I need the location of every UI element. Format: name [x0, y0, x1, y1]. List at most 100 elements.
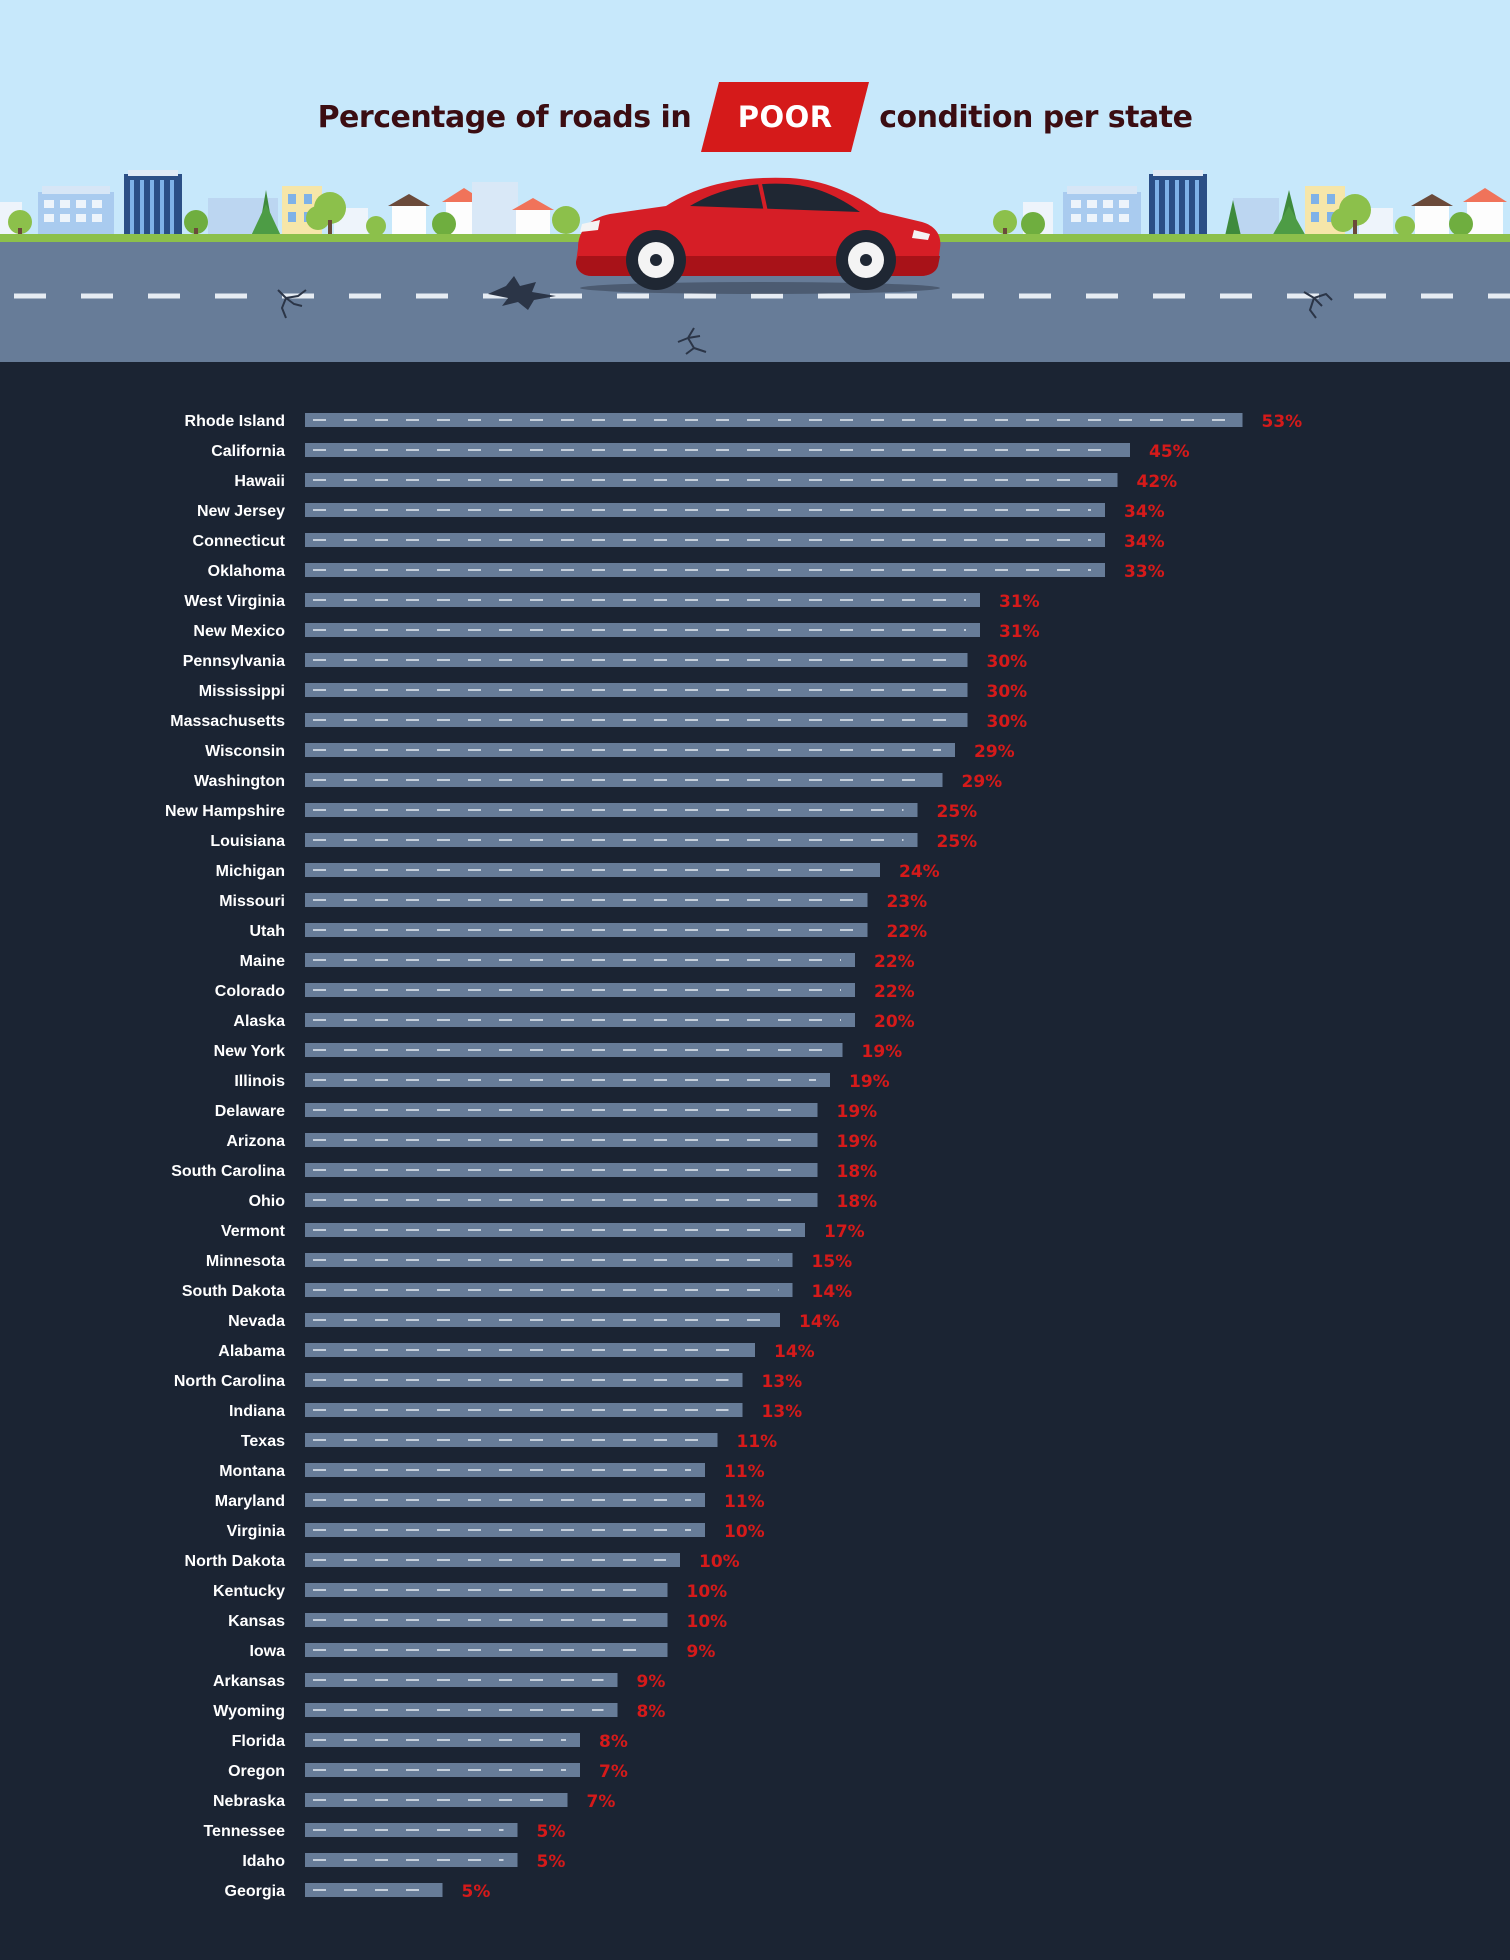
header-scene [0, 0, 1510, 362]
state-label: Colorado [215, 983, 285, 1000]
state-label: Arkansas [213, 1673, 285, 1690]
bar [305, 1013, 855, 1027]
state-label: Alabama [218, 1343, 285, 1360]
state-label: Vermont [221, 1223, 286, 1240]
bar [305, 1403, 743, 1417]
value-label: 42% [1137, 472, 1178, 492]
bar-row: New Hampshire 25% [165, 802, 977, 822]
state-label: South Dakota [182, 1283, 285, 1300]
state-label: Washington [194, 773, 285, 790]
city-skyline-right [993, 170, 1507, 238]
bar-row: Oklahoma 33% [208, 562, 1165, 582]
bar-row: Indiana 13% [229, 1402, 802, 1422]
bar-row: Wisconsin 29% [205, 742, 1015, 762]
state-label: Missouri [219, 893, 285, 910]
bar-row: Nebraska 7% [213, 1792, 615, 1812]
state-label: Utah [249, 923, 285, 940]
bar-row: Arizona 19% [226, 1132, 877, 1152]
bar [305, 593, 980, 607]
state-label: Minnesota [206, 1253, 285, 1270]
bar-row: Montana 11% [219, 1462, 764, 1482]
state-label: Idaho [242, 1853, 285, 1870]
state-label: South Carolina [171, 1163, 285, 1180]
bar-row: Arkansas 9% [213, 1672, 665, 1692]
bar-row: Georgia 5% [225, 1882, 491, 1902]
state-label: Wyoming [213, 1703, 285, 1720]
value-label: 5% [462, 1882, 491, 1902]
bar [305, 1253, 793, 1267]
bar [305, 1703, 618, 1717]
bar [305, 1643, 668, 1657]
bar-row: Michigan 24% [216, 862, 940, 882]
state-label: Virginia [227, 1523, 285, 1540]
crack-icon [277, 289, 307, 319]
value-label: 22% [874, 982, 915, 1002]
poor-badge-text: POOR [737, 100, 833, 134]
value-label: 11% [737, 1432, 778, 1452]
value-label: 14% [799, 1312, 840, 1332]
bar [305, 503, 1105, 517]
state-label: Illinois [234, 1073, 285, 1090]
bar-row: South Dakota 14% [182, 1282, 852, 1302]
state-label: California [211, 443, 285, 460]
bar-row: California 45% [211, 442, 1190, 462]
bar-row: New Mexico 31% [193, 622, 1039, 642]
value-label: 19% [837, 1132, 878, 1152]
value-label: 22% [887, 922, 928, 942]
value-label: 30% [987, 712, 1028, 732]
bar-row: Florida 8% [232, 1732, 628, 1752]
bar-row: Missouri 23% [219, 892, 927, 912]
value-label: 5% [537, 1852, 566, 1872]
value-label: 10% [687, 1582, 728, 1602]
bar-row: Connecticut 34% [193, 532, 1165, 552]
bar-row: Pennsylvania 30% [183, 652, 1027, 672]
bar [305, 1223, 805, 1237]
bar-row: New Jersey 34% [197, 502, 1165, 522]
value-label: 22% [874, 952, 915, 972]
value-label: 34% [1124, 502, 1165, 522]
bar [305, 923, 868, 937]
bar-row: Washington 29% [194, 772, 1002, 792]
crack-icon [677, 327, 707, 355]
bar [305, 413, 1243, 427]
bar-row: Iowa 9% [249, 1642, 715, 1662]
value-label: 18% [837, 1192, 878, 1212]
bar-row: New York 19% [214, 1042, 903, 1062]
value-label: 9% [637, 1672, 666, 1692]
state-label: Georgia [225, 1883, 286, 1900]
badge-shape [701, 82, 870, 152]
value-label: 19% [849, 1072, 890, 1092]
bar [305, 563, 1105, 577]
bar-row: Texas 11% [241, 1432, 777, 1452]
bar-row: Idaho 5% [242, 1852, 565, 1872]
bar [305, 683, 968, 697]
state-label: Connecticut [193, 533, 286, 550]
bar [305, 953, 855, 967]
state-label: Texas [241, 1433, 285, 1450]
bar [305, 1613, 668, 1627]
bar [305, 1673, 618, 1687]
bar-row: Mississippi 30% [199, 682, 1027, 702]
bar-row: Illinois 19% [234, 1072, 889, 1092]
state-label: Nevada [228, 1313, 285, 1330]
state-label: New Jersey [197, 503, 285, 520]
state-label: Wisconsin [205, 743, 285, 760]
state-label: Pennsylvania [183, 653, 285, 670]
value-label: 30% [987, 682, 1028, 702]
value-label: 7% [587, 1792, 616, 1812]
value-label: 10% [699, 1552, 740, 1572]
value-label: 5% [537, 1822, 566, 1842]
bar-row: Maine 22% [240, 952, 915, 972]
tree-icon [993, 190, 1473, 238]
bar-row: North Dakota 10% [185, 1552, 740, 1572]
value-label: 25% [937, 832, 978, 852]
state-label: North Carolina [174, 1373, 285, 1390]
bar-row: Delaware 19% [215, 1102, 877, 1122]
value-label: 31% [999, 622, 1040, 642]
bar-row: Hawaii 42% [234, 472, 1177, 492]
state-label: Kentucky [213, 1583, 285, 1600]
bar-row: Maryland 11% [215, 1492, 765, 1512]
state-label: Indiana [229, 1403, 285, 1420]
bar-row: Louisiana 25% [210, 832, 977, 852]
